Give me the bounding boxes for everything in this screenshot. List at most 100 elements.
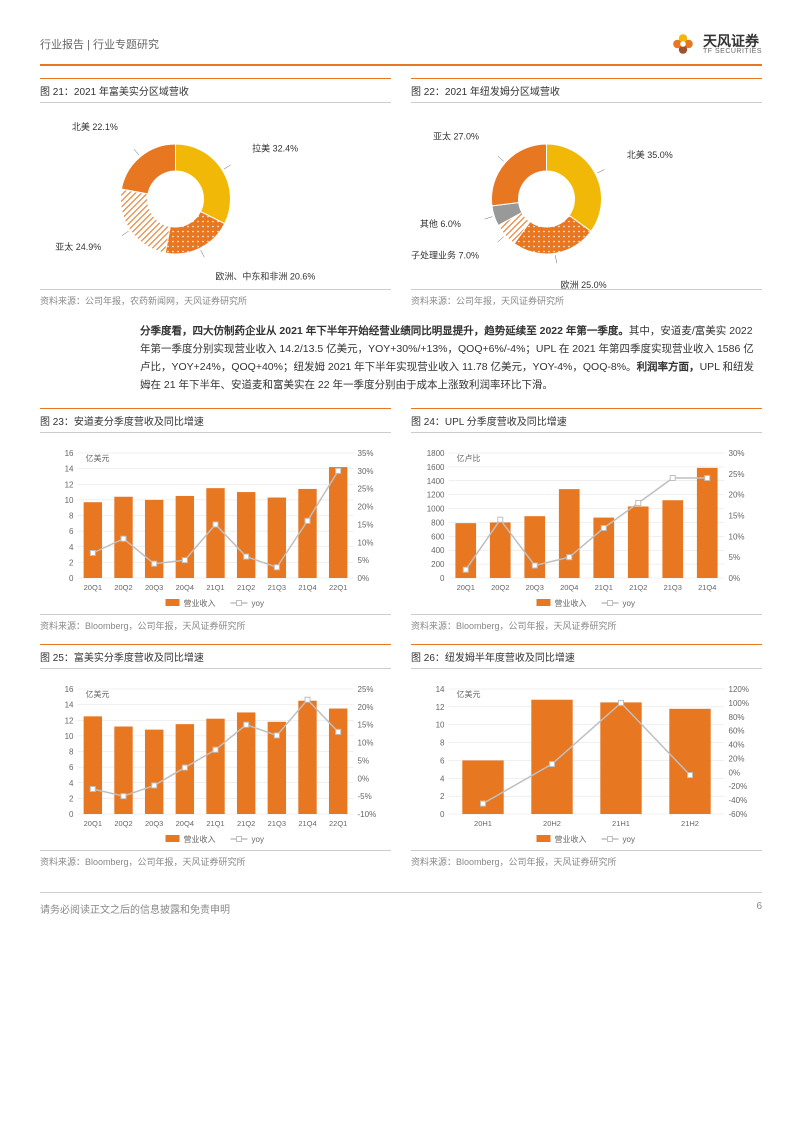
svg-text:21Q3: 21Q3	[268, 819, 286, 828]
svg-text:亿美元: 亿美元	[457, 689, 481, 699]
svg-text:20Q2: 20Q2	[491, 583, 509, 592]
svg-text:6: 6	[440, 757, 445, 766]
svg-text:欧洲 25.0%: 欧洲 25.0%	[561, 279, 607, 289]
svg-text:35%: 35%	[358, 449, 374, 458]
page-number: 6	[756, 901, 762, 916]
svg-text:21Q3: 21Q3	[664, 583, 682, 592]
svg-text:20Q3: 20Q3	[145, 583, 163, 592]
svg-text:北美 22.1%: 北美 22.1%	[72, 121, 118, 132]
svg-text:营业收入: 营业收入	[555, 598, 587, 608]
svg-text:亚太 27.0%: 亚太 27.0%	[433, 130, 479, 141]
svg-text:30%: 30%	[729, 449, 745, 458]
svg-text:20%: 20%	[729, 755, 745, 764]
svg-text:14: 14	[65, 465, 74, 474]
svg-text:0%: 0%	[729, 574, 741, 583]
svg-text:yoy: yoy	[623, 835, 635, 844]
svg-text:10: 10	[65, 732, 74, 741]
svg-text:-10%: -10%	[358, 810, 377, 819]
svg-text:1200: 1200	[427, 491, 445, 500]
svg-text:15%: 15%	[358, 721, 374, 730]
svg-text:亿美元: 亿美元	[86, 453, 110, 463]
svg-text:1400: 1400	[427, 477, 445, 486]
svg-text:1800: 1800	[427, 449, 445, 458]
svg-text:yoy: yoy	[623, 599, 635, 608]
svg-text:6: 6	[69, 528, 74, 537]
svg-text:种子处理业务 7.0%: 种子处理业务 7.0%	[411, 250, 479, 261]
svg-text:其他 6.0%: 其他 6.0%	[420, 218, 461, 229]
svg-text:10: 10	[65, 496, 74, 505]
svg-text:0: 0	[440, 574, 445, 583]
svg-text:80%: 80%	[729, 713, 745, 722]
svg-text:20%: 20%	[358, 703, 374, 712]
svg-text:-60%: -60%	[729, 810, 748, 819]
svg-text:8: 8	[69, 748, 74, 757]
svg-text:21Q3: 21Q3	[268, 583, 286, 592]
svg-text:4: 4	[69, 779, 74, 788]
svg-text:yoy: yoy	[252, 835, 264, 844]
page-footer: 请务必阅读正文之后的信息披露和免责申明 6	[40, 892, 762, 916]
breadcrumb: 行业报告 | 行业专题研究	[40, 36, 159, 52]
svg-text:营业收入: 营业收入	[555, 834, 587, 844]
svg-text:20%: 20%	[358, 503, 374, 512]
svg-text:100%: 100%	[729, 699, 749, 708]
svg-text:亚太 24.9%: 亚太 24.9%	[55, 241, 101, 252]
svg-text:20Q2: 20Q2	[114, 583, 132, 592]
svg-text:0: 0	[69, 574, 74, 583]
svg-text:4: 4	[440, 775, 445, 784]
svg-text:-40%: -40%	[729, 796, 748, 805]
svg-text:60%: 60%	[729, 727, 745, 736]
svg-text:21Q4: 21Q4	[298, 583, 316, 592]
svg-text:营业收入: 营业收入	[184, 834, 216, 844]
svg-text:8: 8	[69, 512, 74, 521]
body-paragraph: 分季度看，四大仿制药企业从 2021 年下半年开始经营业绩同比明显提升，趋势延续…	[140, 323, 762, 394]
svg-text:20%: 20%	[729, 491, 745, 500]
svg-text:21H1: 21H1	[612, 819, 630, 828]
chart-title: 图 21：2021 年富美实分区域营收	[40, 78, 391, 103]
svg-text:-5%: -5%	[358, 793, 372, 802]
svg-text:2: 2	[440, 793, 445, 802]
svg-text:200: 200	[431, 560, 445, 569]
svg-text:12: 12	[65, 717, 74, 726]
svg-text:亿卢比: 亿卢比	[457, 453, 481, 463]
svg-text:20Q1: 20Q1	[457, 583, 475, 592]
svg-text:10%: 10%	[358, 539, 374, 548]
svg-text:15%: 15%	[358, 521, 374, 530]
figure-26: 图 26：纽发姆半年度营收及同比增速 02468101214-60%-40%-2…	[411, 644, 762, 872]
svg-text:21Q4: 21Q4	[298, 819, 316, 828]
svg-text:21Q4: 21Q4	[698, 583, 716, 592]
chart-title: 图 22：2021 年纽发姆分区域营收	[411, 78, 762, 103]
svg-text:14: 14	[65, 701, 74, 710]
svg-text:20Q4: 20Q4	[176, 819, 194, 828]
chart-source: 资料来源：Bloomberg，公司年报，天风证券研究所	[40, 614, 391, 636]
svg-text:21Q1: 21Q1	[595, 583, 613, 592]
svg-text:21H2: 21H2	[681, 819, 699, 828]
svg-text:25%: 25%	[358, 685, 374, 694]
svg-text:5%: 5%	[358, 757, 370, 766]
logo-text-cn: 天风证券	[703, 34, 762, 48]
chart-title: 图 24：UPL 分季度营收及同比增速	[411, 408, 762, 433]
svg-text:20Q4: 20Q4	[560, 583, 578, 592]
svg-text:21Q1: 21Q1	[206, 819, 224, 828]
logo-text-en: TF SECURITIES	[703, 48, 762, 55]
chart-title: 图 25：富美实分季度营收及同比增速	[40, 644, 391, 669]
svg-text:2: 2	[69, 795, 74, 804]
svg-text:0: 0	[69, 810, 74, 819]
svg-text:21Q2: 21Q2	[629, 583, 647, 592]
logo-icon	[669, 30, 697, 58]
svg-text:10: 10	[436, 721, 445, 730]
chart-title: 图 26：纽发姆半年度营收及同比增速	[411, 644, 762, 669]
figure-24: 图 24：UPL 分季度营收及同比增速 02004006008001000120…	[411, 408, 762, 636]
svg-text:14: 14	[436, 685, 445, 694]
svg-text:20Q1: 20Q1	[84, 583, 102, 592]
svg-text:8: 8	[440, 739, 445, 748]
svg-text:20H1: 20H1	[474, 819, 492, 828]
figure-25: 图 25：富美实分季度营收及同比增速 0246810121416-10%-5%0…	[40, 644, 391, 872]
chart-source: 资料来源：Bloomberg，公司年报，天风证券研究所	[40, 850, 391, 872]
svg-text:营业收入: 营业收入	[184, 598, 216, 608]
svg-text:22Q1: 22Q1	[329, 583, 347, 592]
chart-source: 资料来源：Bloomberg，公司年报，天风证券研究所	[411, 850, 762, 872]
svg-text:北美 35.0%: 北美 35.0%	[627, 149, 673, 160]
svg-text:4: 4	[69, 543, 74, 552]
svg-text:0%: 0%	[358, 775, 370, 784]
svg-text:-20%: -20%	[729, 783, 748, 792]
